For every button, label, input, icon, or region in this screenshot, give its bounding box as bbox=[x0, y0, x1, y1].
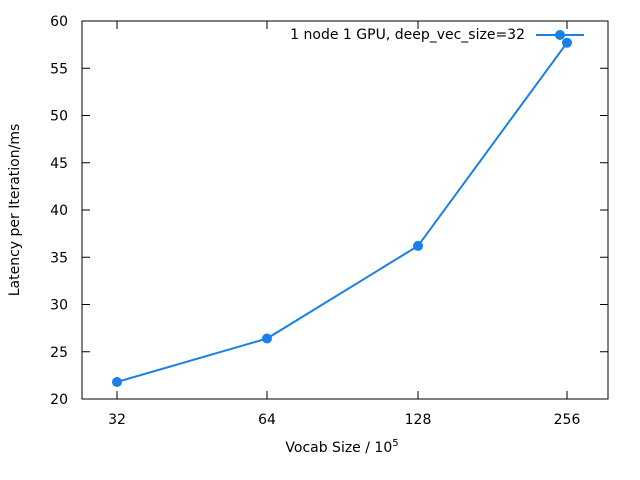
data-point bbox=[112, 376, 122, 387]
y-axis-title: Latency per Iteration/ms bbox=[7, 124, 23, 297]
legend-marker bbox=[555, 30, 565, 40]
data-point bbox=[562, 37, 572, 48]
x-axis-title-base: Vocab Size / 10 bbox=[285, 440, 392, 456]
x-axis: 32 64 128 256 bbox=[108, 21, 580, 428]
x-axis-title: Vocab Size / 105 bbox=[285, 438, 398, 456]
data-point bbox=[413, 240, 423, 251]
x-tick-label: 64 bbox=[258, 412, 276, 428]
x-tick-label: 128 bbox=[405, 412, 432, 428]
y-axis: 20 25 30 35 40 45 50 55 60 bbox=[50, 14, 608, 408]
x-tick-label: 256 bbox=[554, 412, 581, 428]
y-tick-label: 60 bbox=[50, 14, 68, 30]
legend-label: 1 node 1 GPU, deep_vec_size=32 bbox=[290, 27, 525, 43]
y-tick-label: 20 bbox=[50, 392, 68, 408]
x-axis-title-exponent: 5 bbox=[392, 438, 398, 449]
series-layer bbox=[112, 37, 572, 387]
y-tick-label: 35 bbox=[50, 250, 68, 266]
x-tick-label: 32 bbox=[108, 412, 126, 428]
legend: 1 node 1 GPU, deep_vec_size=32 bbox=[290, 27, 584, 43]
y-tick-label: 30 bbox=[50, 298, 68, 314]
y-tick-label: 50 bbox=[50, 109, 68, 125]
y-tick-label: 55 bbox=[50, 61, 68, 77]
plot-area-frame bbox=[81, 20, 609, 400]
data-point bbox=[262, 333, 272, 344]
y-tick-label: 25 bbox=[50, 345, 68, 361]
series-line bbox=[116, 42, 568, 383]
y-tick-label: 45 bbox=[50, 156, 68, 172]
y-tick-label: 40 bbox=[50, 203, 68, 219]
